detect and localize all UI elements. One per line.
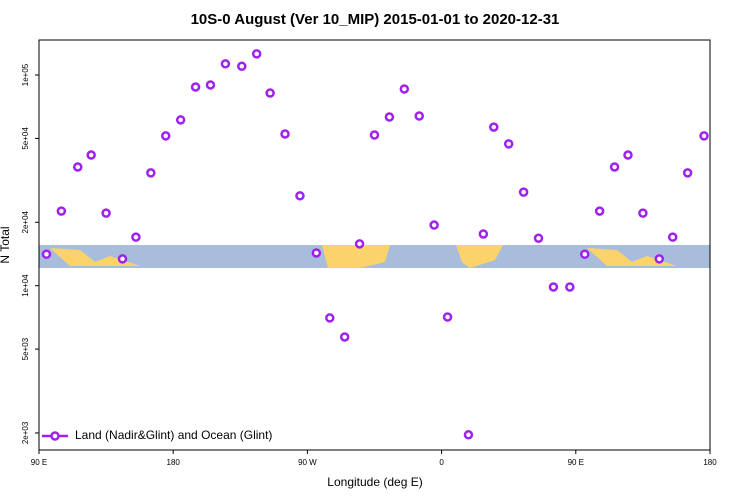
point [667, 232, 678, 242]
point [594, 206, 605, 216]
point [638, 208, 648, 218]
x-axis-label: Longitude (deg E) [327, 475, 422, 489]
point [160, 131, 171, 141]
point [399, 84, 410, 94]
point [175, 115, 186, 125]
point [354, 239, 365, 249]
legend-marker [50, 431, 60, 441]
point [131, 232, 141, 242]
point [295, 191, 305, 201]
point [518, 187, 529, 197]
point [579, 249, 590, 259]
chart-title: 10S-0 August (Ver 10_MIP) 2015-01-01 to … [191, 11, 560, 28]
y-tick-label: 1e+04 [21, 274, 30, 297]
point [463, 430, 474, 440]
point [533, 233, 544, 243]
point [682, 168, 693, 178]
y-tick-label: 2e+03 [21, 421, 30, 444]
point [101, 208, 111, 218]
x-tick-label: 90 E [568, 458, 584, 467]
point [190, 82, 201, 92]
y-tick-label: 2e+04 [21, 210, 30, 233]
point [442, 312, 453, 322]
point [56, 206, 67, 216]
x-tick-label: 180 [703, 458, 717, 467]
point [565, 282, 575, 292]
point [623, 150, 633, 160]
point [237, 61, 247, 72]
point [429, 220, 439, 230]
point [503, 139, 514, 149]
point [73, 162, 83, 172]
point [86, 150, 96, 160]
point [251, 49, 262, 59]
map-strip [39, 245, 710, 268]
plot-frame [38, 39, 711, 451]
point [41, 249, 52, 259]
point [369, 130, 380, 140]
point [265, 88, 275, 98]
x-tick-label: 90 W [298, 458, 317, 467]
y-axis-label: N Total [0, 226, 12, 263]
x-tick-label: 90 E [31, 458, 47, 467]
point [548, 282, 559, 292]
y-tick-label: 1e+05 [21, 63, 30, 86]
point [384, 112, 395, 122]
point [654, 254, 665, 264]
point [609, 162, 620, 172]
point [117, 254, 128, 264]
point [699, 131, 709, 141]
x-tick-label: 180 [167, 458, 181, 467]
point [339, 332, 350, 342]
legend-label: Land (Nadir&Glint) and Ocean (Glint) [75, 428, 272, 442]
y-tick-label: 5e+03 [21, 337, 30, 360]
point [325, 313, 335, 323]
point [311, 248, 322, 258]
point [478, 229, 489, 239]
point [414, 111, 424, 121]
point [146, 168, 156, 178]
point [489, 122, 499, 132]
x-tick-label: 0 [439, 458, 444, 467]
point [205, 80, 216, 90]
point [280, 129, 290, 139]
point [220, 59, 231, 69]
y-tick-label: 5e+04 [21, 127, 30, 150]
